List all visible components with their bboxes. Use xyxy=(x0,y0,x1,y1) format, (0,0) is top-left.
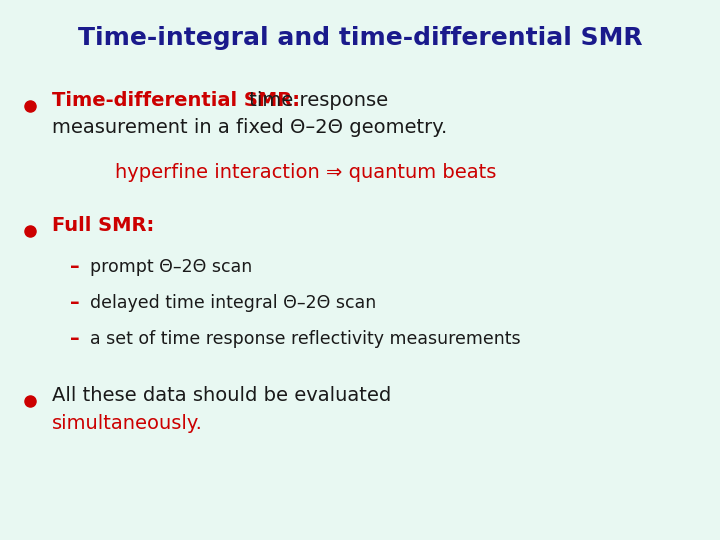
Text: –: – xyxy=(70,257,80,276)
Text: hyperfine interaction ⇒ quantum beats: hyperfine interaction ⇒ quantum beats xyxy=(115,163,496,182)
Text: All these data should be evaluated: All these data should be evaluated xyxy=(52,386,391,405)
Text: Time-integral and time-differential SMR: Time-integral and time-differential SMR xyxy=(78,26,642,50)
Text: –: – xyxy=(70,293,80,312)
Text: a set of time response reflectivity measurements: a set of time response reflectivity meas… xyxy=(90,330,521,348)
Text: delayed time integral Θ–2Θ scan: delayed time integral Θ–2Θ scan xyxy=(90,294,377,312)
Text: measurement in a fixed Θ–2Θ geometry.: measurement in a fixed Θ–2Θ geometry. xyxy=(52,118,447,137)
Text: prompt Θ–2Θ scan: prompt Θ–2Θ scan xyxy=(90,258,252,276)
Text: Full SMR:: Full SMR: xyxy=(52,216,154,235)
Text: simultaneously.: simultaneously. xyxy=(52,414,203,433)
Text: time response: time response xyxy=(243,91,388,110)
Text: –: – xyxy=(70,329,80,348)
Text: Time-differential SMR:: Time-differential SMR: xyxy=(52,91,300,110)
